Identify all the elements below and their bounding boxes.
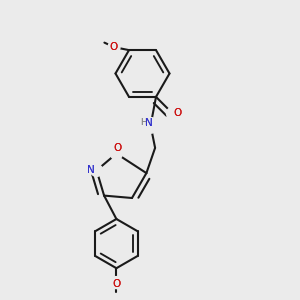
Text: N: N bbox=[145, 118, 153, 128]
Text: O: O bbox=[113, 143, 122, 153]
Text: H: H bbox=[140, 118, 146, 127]
Circle shape bbox=[108, 41, 120, 53]
Circle shape bbox=[110, 277, 122, 289]
Circle shape bbox=[167, 107, 178, 119]
Text: O: O bbox=[113, 143, 122, 153]
Text: O: O bbox=[112, 279, 121, 289]
Circle shape bbox=[143, 118, 158, 133]
Circle shape bbox=[110, 148, 122, 160]
Text: N: N bbox=[87, 165, 95, 176]
Text: N: N bbox=[87, 165, 95, 176]
Text: O: O bbox=[110, 41, 118, 52]
Text: O: O bbox=[112, 279, 121, 289]
Circle shape bbox=[91, 164, 103, 176]
Text: O: O bbox=[174, 108, 182, 118]
Text: O: O bbox=[174, 108, 182, 118]
Text: H: H bbox=[140, 118, 146, 127]
Text: N: N bbox=[145, 118, 153, 128]
Text: O: O bbox=[110, 41, 118, 52]
